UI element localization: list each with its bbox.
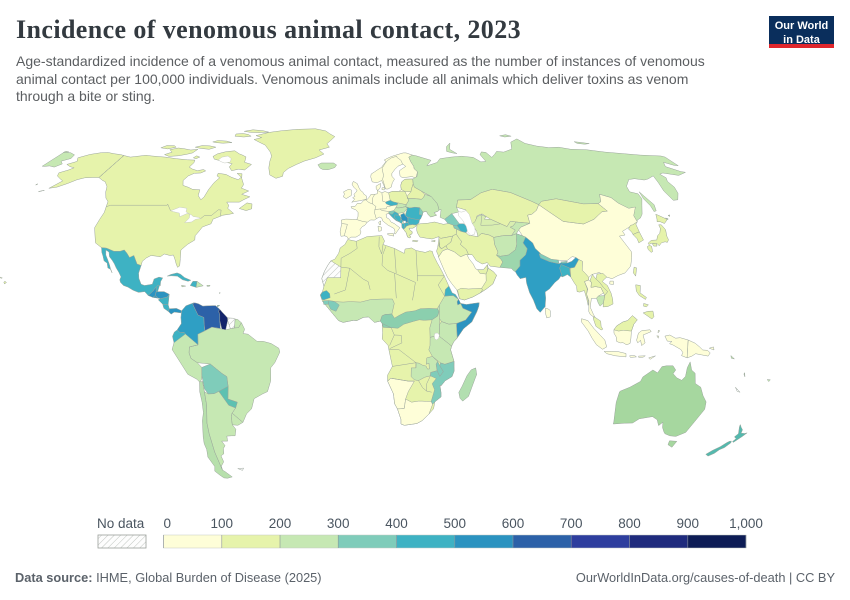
svg-text:800: 800 bbox=[618, 516, 641, 531]
svg-text:500: 500 bbox=[444, 516, 467, 531]
svg-text:1,000: 1,000 bbox=[729, 516, 763, 531]
svg-text:400: 400 bbox=[385, 516, 408, 531]
svg-text:700: 700 bbox=[560, 516, 583, 531]
svg-text:200: 200 bbox=[269, 516, 292, 531]
svg-text:300: 300 bbox=[327, 516, 350, 531]
svg-text:600: 600 bbox=[502, 516, 525, 531]
svg-text:0: 0 bbox=[164, 516, 172, 531]
svg-text:100: 100 bbox=[211, 516, 234, 531]
svg-text:900: 900 bbox=[677, 516, 700, 531]
